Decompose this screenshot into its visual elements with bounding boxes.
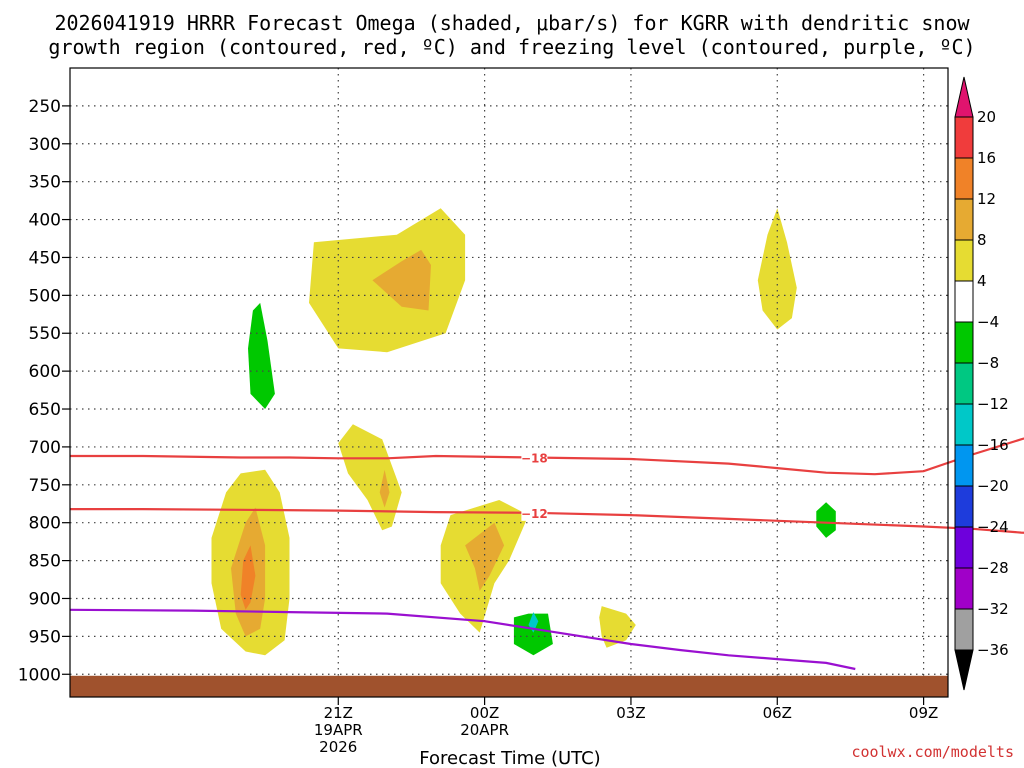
omega-region-10: [513, 613, 553, 656]
colorbar-swatch-5: [954, 280, 974, 323]
omega-region-2: [240, 545, 256, 610]
colorbar-swatch-0: [954, 76, 974, 118]
y-tick-label-650: 650: [29, 400, 61, 420]
y-tick-label-700: 700: [29, 438, 61, 458]
colorbar-swatch-14: [954, 649, 974, 691]
colorbar-swatch-7: [954, 362, 974, 405]
colorbar-swatch-11: [954, 526, 974, 569]
chart-title-line-1: 2026041919 HRRR Forecast Omega (shaded, …: [54, 11, 970, 35]
plot-frame: [69, 67, 949, 698]
colorbar-swatch-9: [954, 444, 974, 487]
colorbar-label-3: 8: [977, 231, 987, 249]
colorbar-label-8: −16: [977, 436, 1009, 454]
x-tick-label-21Z-1: 19APR: [314, 721, 363, 739]
colorbar: 20 16 12 8 4 −4 −8 −12 −16 −20 −24 −28 −32 −36: [954, 76, 1009, 691]
y-tick-label-400: 400: [29, 211, 61, 231]
x-tick-label-21Z-2: 2026: [319, 738, 357, 756]
contour-line-0: [70, 437, 1024, 476]
x-axis-title: Forecast Time (UTC): [419, 748, 600, 768]
omega-region-9: [465, 522, 505, 591]
y-tick-label-250: 250: [29, 97, 61, 117]
y-tick-label-750: 750: [29, 476, 61, 496]
y-tick-label-350: 350: [29, 173, 61, 193]
colorbar-label-5: −4: [977, 313, 999, 331]
colorbar-swatch-2: [954, 157, 974, 200]
contour-label-bg-1: [521, 504, 548, 521]
x-tick-label-00Z-0: 00Z: [470, 704, 499, 722]
contour-label-bg-0: [521, 449, 548, 466]
colorbar-label-4: 4: [977, 272, 987, 290]
y-tick-label-800: 800: [29, 514, 61, 534]
plot-area: −18 −12 250 300 350 400 450 500 550 600 650 700 750 8…: [18, 67, 1024, 756]
y-tick-label-600: 600: [29, 362, 61, 382]
y-tick-label-450: 450: [29, 248, 61, 268]
colorbar-swatch-12: [954, 567, 974, 610]
y-tick-label-850: 850: [29, 552, 61, 572]
chart-title-line-2: growth region (contoured, red, ºC) and f…: [48, 35, 975, 59]
omega-region-6: [338, 424, 402, 531]
x-tick-label-21Z-0: 21Z: [324, 704, 353, 722]
x-tick-label-06Z-0: 06Z: [763, 704, 792, 722]
contour-label-1: −12: [521, 507, 548, 521]
x-tick-label-03Z-0: 03Z: [616, 704, 645, 722]
y-tick-label-550: 550: [29, 324, 61, 344]
omega-region-3: [248, 302, 275, 409]
contour-label-0: −18: [521, 452, 548, 466]
contour-line-2: [69, 608, 856, 671]
colorbar-swatch-4: [954, 239, 974, 282]
colorbar-label-11: −28: [977, 559, 1009, 577]
credit-text: coolwx.com/modelts: [851, 743, 1014, 761]
y-tick-label-950: 950: [29, 627, 61, 647]
contour-line-1: [70, 508, 1024, 534]
colorbar-label-1: 16: [977, 149, 996, 167]
y-tick-label-900: 900: [29, 589, 61, 609]
colorbar-label-9: −20: [977, 477, 1009, 495]
colorbar-swatch-3: [954, 198, 974, 241]
y-tick-label-300: 300: [29, 135, 61, 155]
omega-region-5: [372, 249, 431, 311]
colorbar-swatch-8: [954, 403, 974, 446]
omega-region-14: [816, 502, 836, 538]
omega-region-12: [599, 606, 636, 648]
colorbar-label-13: −36: [977, 641, 1009, 659]
x-tick-label-00Z-1: 20APR: [460, 721, 509, 739]
colorbar-swatch-10: [954, 485, 974, 528]
omega-region-7: [379, 469, 390, 508]
colorbar-swatch-13: [954, 608, 974, 651]
colorbar-swatch-6: [954, 321, 974, 364]
ground-surface: [70, 675, 948, 697]
y-tick-label-1000: 1000: [18, 665, 61, 685]
colorbar-label-7: −12: [977, 395, 1009, 413]
y-tick-label-500: 500: [29, 286, 61, 306]
colorbar-label-0: 20: [977, 108, 996, 126]
colorbar-swatch-1: [954, 116, 974, 159]
colorbar-label-12: −32: [977, 600, 1009, 618]
colorbar-label-10: −24: [977, 518, 1009, 536]
colorbar-label-2: 12: [977, 190, 996, 208]
omega-region-13: [757, 208, 797, 330]
x-tick-label-09Z-0: 09Z: [909, 704, 938, 722]
colorbar-label-6: −8: [977, 354, 999, 372]
